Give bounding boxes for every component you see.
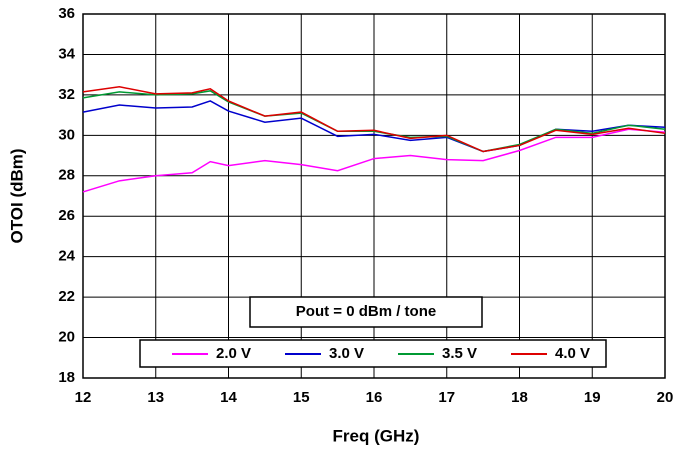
x-axis-label: Freq (GHz) — [333, 426, 420, 445]
y-tick-label: 30 — [58, 126, 75, 143]
legend-label: 2.0 V — [216, 345, 251, 362]
x-tick-label: 16 — [366, 389, 383, 406]
plot-frame — [82, 13, 666, 379]
x-tick-label: 17 — [438, 389, 455, 406]
y-tick-label: 28 — [58, 167, 75, 184]
legend-label: 4.0 V — [555, 345, 590, 362]
legend-label: 3.0 V — [329, 345, 364, 362]
y-tick-label: 36 — [58, 5, 75, 22]
series-line — [82, 86, 666, 153]
y-tick-label: 18 — [58, 369, 75, 386]
x-tick-label: 13 — [147, 389, 164, 406]
y-tick-label: 22 — [58, 288, 75, 305]
y-tick-label: 32 — [58, 86, 75, 103]
y-tick-label: 24 — [58, 248, 75, 265]
x-tick-label: 14 — [220, 389, 237, 406]
y-tick-label: 26 — [58, 207, 75, 224]
series-line — [82, 128, 666, 193]
y-tick-label: 20 — [58, 329, 75, 346]
annotation: Pout = 0 dBm / tone — [296, 303, 436, 320]
y-axis-label: OTOI (dBm) — [7, 148, 26, 243]
x-tick-label: 20 — [657, 389, 674, 406]
legend-label: 3.5 V — [442, 345, 477, 362]
x-tick-label: 12 — [75, 389, 92, 406]
x-tick-label: 18 — [511, 389, 528, 406]
annotation-box — [249, 296, 483, 328]
x-tick-label: 15 — [293, 389, 310, 406]
x-tick-label: 19 — [584, 389, 601, 406]
y-tick-label: 34 — [58, 45, 75, 62]
